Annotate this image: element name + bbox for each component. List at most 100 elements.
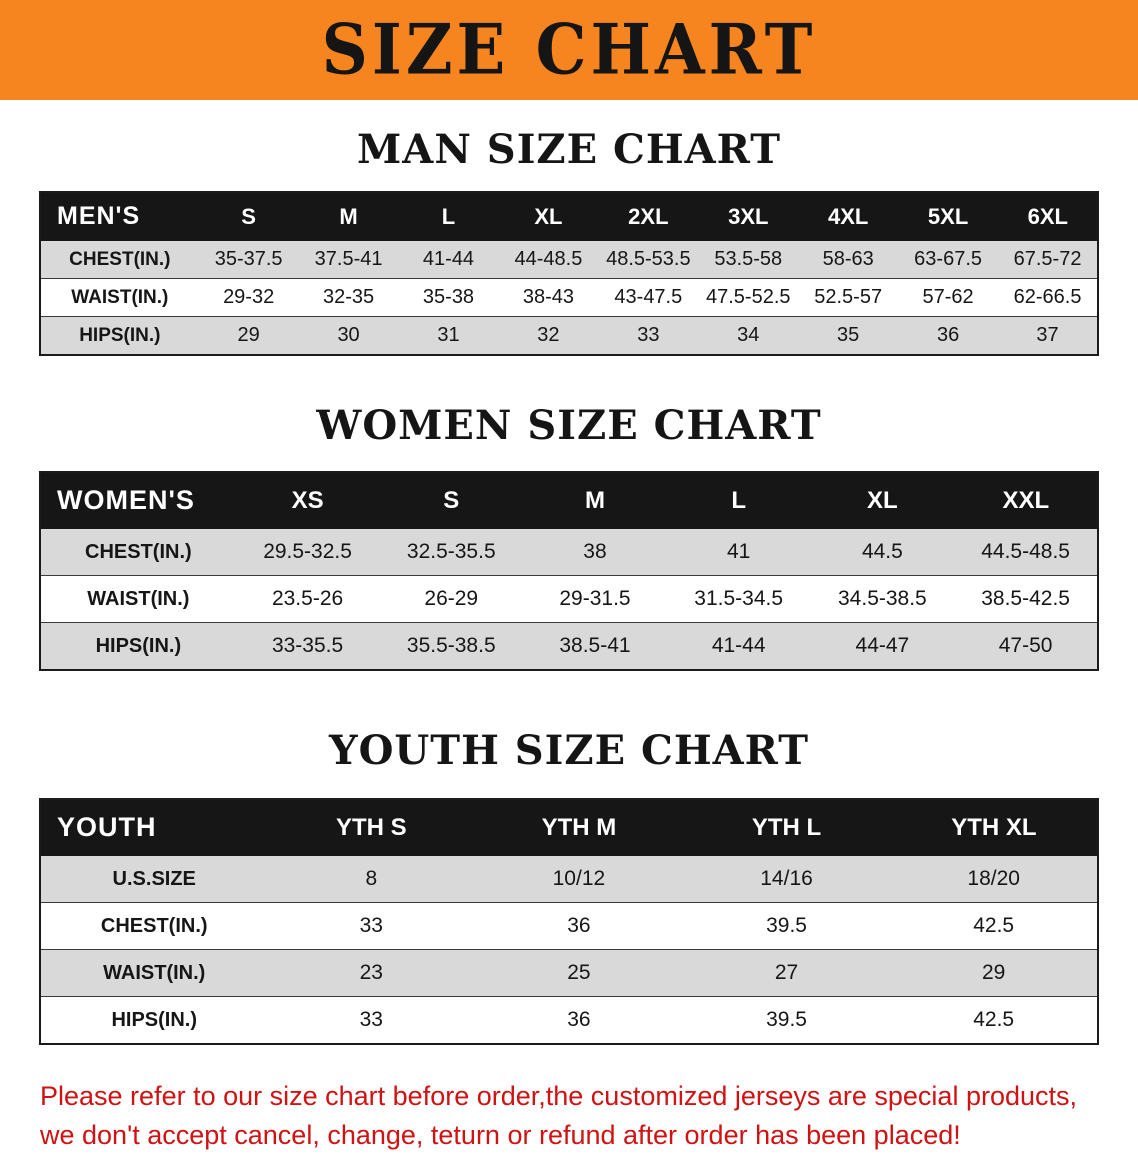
value-cell: 33 [267, 902, 476, 950]
value-cell: 33 [598, 316, 699, 355]
size-header-cell: M [298, 191, 400, 241]
row-label-cell: HIPS(IN.) [40, 996, 268, 1044]
value-cell: 25 [475, 949, 683, 997]
value-cell: 35-37.5 [198, 240, 299, 279]
value-cell: 31 [398, 316, 499, 355]
men-size-table: MEN'S S M L XL 2XL 3XL 4XL 5XL 6XL CHEST(IN.) 35-37… [39, 191, 1099, 356]
value-cell: 37 [998, 316, 1098, 355]
value-cell: 48.5-53.5 [598, 240, 699, 279]
size-header-cell: XL [497, 191, 599, 241]
value-cell: 14/16 [682, 855, 891, 903]
value-cell: 32-35 [298, 278, 399, 317]
row-label-cell: HIPS(IN.) [40, 316, 199, 355]
row-label-cell: WAIST(IN.) [40, 949, 268, 997]
value-cell: 62-66.5 [998, 278, 1098, 317]
value-cell: 42.5 [890, 902, 1098, 950]
row-label-cell: CHEST(IN.) [40, 240, 199, 279]
value-cell: 32.5-35.5 [379, 528, 524, 576]
size-header-cell: 2XL [597, 191, 699, 241]
value-cell: 35.5-38.5 [379, 622, 524, 670]
value-cell: 44.5 [810, 528, 955, 576]
header-row: MEN'S S M L XL 2XL 3XL 4XL 5XL 6XL [39, 191, 1099, 241]
value-cell: 30 [298, 316, 399, 355]
size-header-cell: XXL [953, 471, 1099, 529]
size-header-cell: YTH M [474, 798, 684, 856]
table-title-cell: WOMEN'S [39, 471, 237, 529]
value-cell: 38 [523, 528, 667, 576]
value-cell: 58-63 [798, 240, 899, 279]
row-label-cell: WAIST(IN.) [40, 278, 199, 317]
value-cell: 53.5-58 [698, 240, 799, 279]
value-cell: 33 [267, 996, 476, 1044]
value-cell: 29-31.5 [523, 575, 667, 623]
value-cell: 52.5-57 [798, 278, 899, 317]
size-header-cell: XL [810, 471, 955, 529]
youth-section-title: YOUTH SIZE CHART [329, 727, 809, 774]
table-row: HIPS(IN.) 33-35.5 35.5-38.5 38.5-41 41-44 44-… [40, 622, 1098, 670]
table-row: WAIST(IN.) 23.5-26 26-29 29-31.5 31.5-34.5 34… [40, 575, 1098, 623]
men-size-chart-section: MAN SIZE CHART MEN'S S M L XL 2XL 3XL 4XL 5XL 6XL… [0, 126, 1138, 356]
value-cell: 36 [475, 996, 683, 1044]
size-header-cell: L [666, 471, 812, 529]
value-cell: 41-44 [666, 622, 811, 670]
value-cell: 41-44 [398, 240, 499, 279]
value-cell: 47-50 [954, 622, 1098, 670]
row-label-cell: CHEST(IN.) [40, 902, 268, 950]
value-cell: 35-38 [398, 278, 499, 317]
value-cell: 34.5-38.5 [810, 575, 955, 623]
row-label-cell: WAIST(IN.) [40, 575, 236, 623]
banner-title: SIZE CHART [321, 9, 817, 91]
row-label-cell: U.S.SIZE [40, 855, 268, 903]
value-cell: 27 [682, 949, 891, 997]
value-cell: 63-67.5 [898, 240, 999, 279]
value-cell: 29.5-32.5 [235, 528, 380, 576]
size-header-cell: S [198, 191, 300, 241]
value-cell: 10/12 [475, 855, 683, 903]
youth-size-chart-section: YOUTH SIZE CHART YOUTH YTH S YTH M YTH L YTH… [0, 727, 1138, 1045]
disclaimer-note: Please refer to our size chart before or… [40, 1077, 1118, 1155]
row-label-cell: CHEST(IN.) [40, 528, 236, 576]
table-row: U.S.SIZE 8 10/12 14/16 18/20 [40, 855, 1098, 903]
value-cell: 44-48.5 [498, 240, 599, 279]
table-row: WAIST(IN.) 29-32 32-35 35-38 38-43 43-47.5 47.… [40, 278, 1098, 317]
value-cell: 47.5-52.5 [698, 278, 799, 317]
women-size-chart-section: WOMEN SIZE CHART WOMEN'S XS S M L XL XXL CHEST(… [0, 402, 1138, 671]
size-header-cell: L [398, 191, 499, 241]
value-cell: 18/20 [890, 855, 1098, 903]
youth-size-table: YOUTH YTH S YTH M YTH L YTH XL U.S.SIZE 8 10/12… [39, 798, 1099, 1045]
table-row: HIPS(IN.) 33 36 39.5 42.5 [40, 996, 1098, 1044]
header-row: WOMEN'S XS S M L XL XXL [39, 471, 1099, 529]
size-chart-banner: SIZE CHART [0, 0, 1138, 100]
value-cell: 23 [267, 949, 476, 997]
value-cell: 43-47.5 [598, 278, 699, 317]
size-header-cell: YTH S [266, 798, 476, 856]
value-cell: 34 [698, 316, 799, 355]
women-size-table: WOMEN'S XS S M L XL XXL CHEST(IN.) 29.5-32.5 32.5… [39, 471, 1099, 671]
table-title-cell: YOUTH [39, 798, 268, 856]
value-cell: 39.5 [682, 996, 891, 1044]
value-cell: 29-32 [198, 278, 299, 317]
size-header-cell: YTH L [682, 798, 891, 856]
value-cell: 33-35.5 [235, 622, 380, 670]
value-cell: 29 [198, 316, 299, 355]
size-header-cell: XS [235, 471, 380, 529]
header-row: YOUTH YTH S YTH M YTH L YTH XL [39, 798, 1099, 856]
value-cell: 44-47 [810, 622, 955, 670]
size-header-cell: M [522, 471, 668, 529]
size-header-cell: S [378, 471, 524, 529]
value-cell: 57-62 [898, 278, 999, 317]
note-line-2: we don't accept cancel, change, teturn o… [40, 1120, 961, 1151]
value-cell: 38.5-42.5 [954, 575, 1098, 623]
table-row: CHEST(IN.) 35-37.5 37.5-41 41-44 44-48.5 48.5… [40, 240, 1098, 279]
value-cell: 32 [498, 316, 599, 355]
value-cell: 37.5-41 [298, 240, 399, 279]
row-label-cell: HIPS(IN.) [40, 622, 236, 670]
value-cell: 41 [666, 528, 811, 576]
note-line-1: Please refer to our size chart before or… [40, 1081, 1078, 1111]
value-cell: 35 [798, 316, 899, 355]
value-cell: 38-43 [498, 278, 599, 317]
value-cell: 38.5-41 [523, 622, 667, 670]
value-cell: 26-29 [379, 575, 524, 623]
value-cell: 31.5-34.5 [666, 575, 811, 623]
value-cell: 44.5-48.5 [954, 528, 1098, 576]
